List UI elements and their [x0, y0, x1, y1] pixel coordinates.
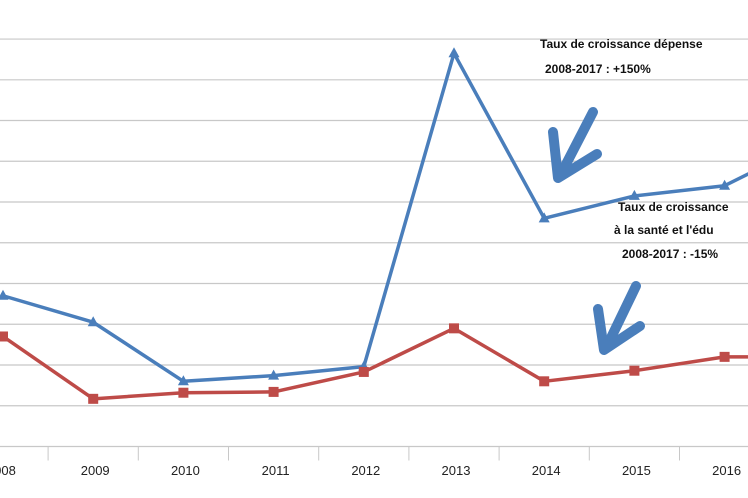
x-axis-ticks: 008200920102011201220132014201520162 — [0, 463, 741, 478]
annotation-1-line-1: Taux de croissance dépense — [540, 37, 703, 51]
x-tick-label: 2014 — [532, 463, 561, 478]
series-1-point — [448, 47, 460, 58]
arrow-icon-upper — [548, 107, 602, 183]
series-2-point — [629, 365, 640, 376]
annotation-arrows — [548, 107, 645, 355]
series-1-line — [2, 51, 748, 384]
x-tick-label: 2015 — [622, 463, 651, 478]
series-2-point — [88, 393, 99, 404]
x-tick-label: 2013 — [442, 463, 471, 478]
chart-gridlines — [0, 38, 748, 461]
annotation-1: Taux de croissance dépense 2008-2017 : +… — [540, 37, 703, 76]
series-1-point — [538, 212, 550, 223]
series-2-point — [719, 351, 730, 362]
series-2-point — [268, 386, 279, 397]
series-2-point — [539, 376, 550, 387]
series-1-point — [0, 289, 9, 300]
annotation-2-line-3: 2008-2017 : -15% — [622, 247, 718, 261]
annotation-2-line-1: Taux de croissance — [618, 200, 729, 214]
series-2-point — [449, 323, 459, 334]
x-tick-label: 2012 — [351, 463, 380, 478]
annotation-2: Taux de croissance à la santé et l'édu 2… — [614, 200, 729, 261]
annotation-1-line-2: 2008-2017 : +150% — [545, 62, 651, 76]
series-2-line — [2, 326, 748, 401]
annotation-2-line-2: à la santé et l'édu — [614, 223, 714, 237]
series-1-point — [628, 189, 640, 200]
x-tick-label: 2009 — [81, 463, 110, 478]
series-2-point — [178, 387, 189, 398]
series-2-point — [0, 331, 8, 342]
series-1-point — [719, 179, 731, 190]
series-1-point — [87, 316, 99, 327]
x-tick-label: 2016 — [712, 463, 741, 478]
series-1-point — [268, 369, 280, 380]
x-tick-label: 008 — [0, 463, 16, 478]
arrow-icon-lower — [593, 281, 645, 355]
chart-series — [0, 47, 748, 404]
series-2-point — [358, 366, 369, 377]
x-tick-label: 2010 — [171, 463, 200, 478]
x-tick-label: 2011 — [262, 463, 290, 478]
series-1-point — [177, 375, 189, 386]
